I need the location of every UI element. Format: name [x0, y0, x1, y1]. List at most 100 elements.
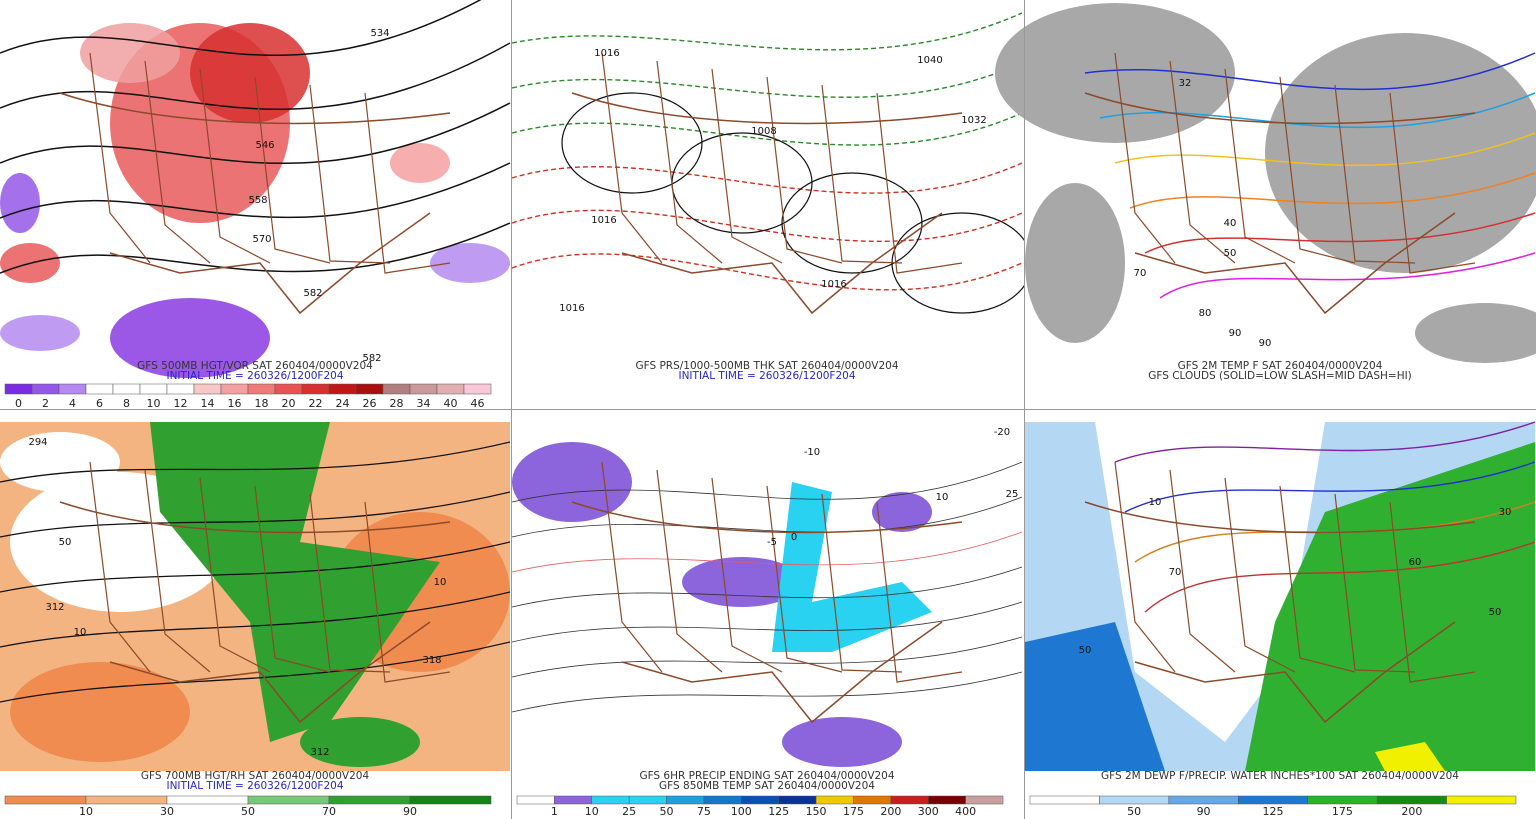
border-line: [821, 493, 903, 673]
height-contour: [0, 222, 511, 274]
border-line: [59, 92, 451, 315]
colorbar-swatch: [703, 795, 742, 805]
map-label: 582: [303, 288, 322, 299]
map-label: 25: [1006, 489, 1019, 500]
border-line: [364, 501, 451, 683]
cloud-area: [1025, 183, 1125, 343]
height-contour: [0, 541, 511, 593]
colorbar-label: 24: [336, 397, 350, 410]
colorbar-swatch: [815, 795, 854, 805]
map-label: 546: [255, 140, 274, 151]
map-label: 1008: [751, 126, 776, 137]
border-line: [601, 461, 663, 673]
map-label: 30: [1499, 507, 1512, 518]
colorbar-label: 4: [69, 397, 76, 410]
height-contour: [0, 0, 482, 57]
colorbar-label: 40: [444, 397, 458, 410]
map-label: 90: [1229, 328, 1242, 339]
border-line: [1169, 469, 1236, 673]
map-label: 1016: [591, 215, 616, 226]
colorbar-swatch: [382, 383, 411, 395]
border-line: [309, 84, 391, 264]
colorbar-swatch: [516, 795, 555, 805]
colorbar-label: 18: [255, 397, 269, 410]
colorbar-swatch: [274, 383, 303, 395]
border-line: [1084, 92, 1476, 315]
map-label: 50: [59, 537, 72, 548]
colorbar-swatch: [31, 383, 60, 395]
thickness-contour: [511, 62, 1023, 98]
colorbar-label: 30: [160, 805, 174, 818]
caption: INITIAL TIME = 260326/1200F204: [678, 370, 855, 382]
temp-contour: [1159, 252, 1536, 299]
caption: GFS 2M DEWP F/PRECIP. WATER INCHES*100 S…: [1101, 770, 1459, 782]
height-contour: [0, 441, 511, 483]
colorbar-swatch: [927, 795, 966, 805]
colorbar-swatch: [139, 383, 168, 395]
border-line: [364, 92, 451, 274]
border-line: [711, 68, 783, 264]
temp-contour: [1144, 212, 1536, 254]
precip-area: [522, 467, 602, 517]
colorbar-swatch: [1099, 795, 1170, 805]
colorbar-label: 125: [768, 805, 789, 818]
temp-contour: [1084, 52, 1536, 91]
map-panel: 32 40 50 70 80 90 90: [995, 3, 1536, 363]
colorbar-label: 22: [309, 397, 323, 410]
height-contour: [0, 491, 511, 538]
map-label: 312: [45, 602, 64, 613]
border-line: [571, 92, 963, 315]
thickness-contour: [511, 112, 1023, 146]
map-label: 582: [362, 353, 381, 364]
colorbar-swatch: [1029, 795, 1100, 805]
dewpoint-contour: [1124, 461, 1536, 513]
colorbar-label: 90: [1197, 805, 1211, 818]
border-line: [876, 92, 963, 274]
border-line: [144, 469, 211, 673]
temp-contour: [511, 461, 1023, 503]
map-panel: 294 312 50 10 318 312 10: [0, 422, 511, 771]
pw-area: [1025, 622, 1165, 771]
caption: GFS PRS/1000-500MB THK SAT 260404/0000V2…: [635, 360, 898, 372]
colorbar-swatch: [1446, 795, 1517, 805]
border-line: [309, 493, 391, 673]
map-label: 40: [1224, 218, 1237, 229]
colorbar-label: 50: [241, 805, 255, 818]
colorbar-swatch: [554, 795, 593, 805]
caption: GFS 850MB TEMP SAT 260404/0000V204: [659, 780, 875, 792]
colorbar-swatch: [328, 383, 357, 395]
map-label: 90: [1259, 338, 1272, 349]
border-line: [1114, 52, 1176, 264]
colorbar-swatch: [741, 795, 779, 805]
border-line: [711, 477, 783, 673]
map-label: 1016: [594, 48, 619, 59]
vort-area: [430, 243, 510, 283]
border-line: [89, 52, 151, 264]
map-panel: 1016 1008 1016 1016 1032 1040 1016: [511, 12, 1033, 362]
border-line: [144, 60, 211, 264]
colorbar-swatch: [1307, 795, 1378, 805]
map-label: -5: [767, 537, 777, 548]
colorbar-swatch: [778, 795, 817, 805]
border-line: [1169, 60, 1236, 264]
colorbar-label: 20: [282, 397, 296, 410]
map-label: 70: [1169, 567, 1182, 578]
temp-contour: [511, 671, 1023, 713]
colorbar-label: 25: [622, 805, 636, 818]
colorbar-swatch: [166, 795, 249, 805]
map-label: 32: [1179, 78, 1192, 89]
colorbar-label: 10: [147, 397, 161, 410]
thickness-contour: [511, 162, 1023, 194]
colorbar-label: 28: [390, 397, 404, 410]
colorbar-label: 10: [585, 805, 599, 818]
colorbar-label: 1: [551, 805, 558, 818]
colorbar-label: 125: [1263, 805, 1284, 818]
rh-area: [0, 432, 120, 492]
pressure-contour: [561, 92, 703, 194]
temp-contour: [1099, 92, 1536, 129]
colorbar-label: 6: [96, 397, 103, 410]
colorbar-label: 400: [955, 805, 976, 818]
map-label: 312: [310, 747, 329, 758]
colorbar-swatch: [666, 795, 705, 805]
